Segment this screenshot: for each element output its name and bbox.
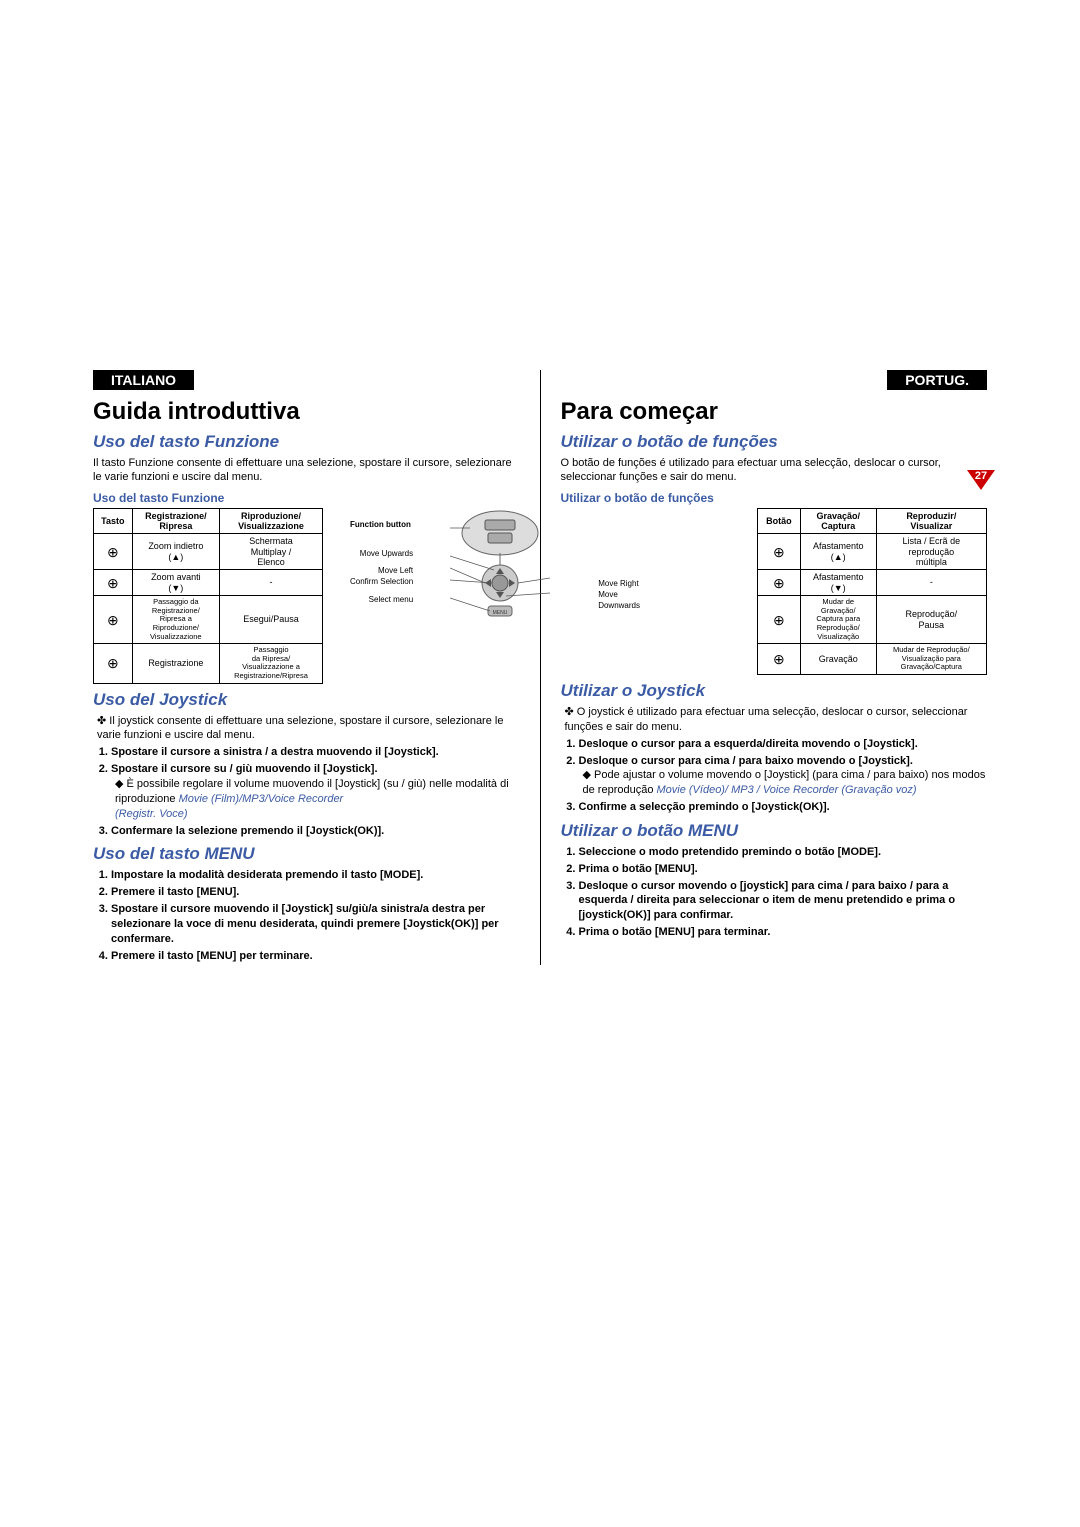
cell: Gravação [800,644,876,675]
lang-badge-it: ITALIANO [93,370,194,390]
diagram-label-mr: Move Right [598,578,640,589]
joystick-rec-icon: ⊕ [758,644,801,675]
joystick-ok-icon: ⊕ [94,596,133,644]
diagram-label-mu: Move Upwards [350,548,413,559]
left-column: ITALIANO Guida introduttiva Uso del tast… [85,370,541,965]
sec2-heading-it: Uso del Joystick [93,690,520,710]
cell: Mudar deGravação/Captura paraReprodução/… [800,596,876,644]
sec3-step3-it: Spostare il cursore muovendo il [Joystic… [111,902,520,947]
cell: - [220,570,323,596]
sec3-step2-it: Premere il tasto [MENU]. [111,885,520,900]
th-tasto: Tasto [94,508,133,534]
diagram-label-fb: Function button [350,520,411,529]
right-column: PORTUG. Para começar Utilizar o botão de… [541,370,996,965]
svg-text:MENU: MENU [493,610,508,616]
cell: Afastamento(▼) [800,570,876,596]
sec3-heading-pt: Utilizar o botão MENU [561,821,988,841]
sec1-intro-pt: O botão de funções é utilizado para efec… [561,456,988,485]
cell: - [876,570,986,596]
th-reg: Registrazione/Ripresa [132,508,219,534]
sec3-step4-pt: Prima o botão [MENU] para terminar. [579,925,988,940]
cell: Lista / Ecrã dereproduçãomúltipla [876,534,986,570]
sec3-heading-it: Uso del tasto MENU [93,844,520,864]
cell: Zoom avanti(▼) [132,570,219,596]
joystick-svg-icon: MENU [450,508,550,638]
diagram-label-md: MoveDownwards [598,589,640,611]
function-table-pt: Botão Gravação/Captura Reproduzir/Visual… [757,508,987,675]
th-botao: Botão [758,508,801,534]
function-table-it: Tasto Registrazione/Ripresa Riproduzione… [93,508,323,684]
sec2-step1-it: Spostare il cursore a sinistra / a destr… [111,745,520,760]
sec2-heading-pt: Utilizar o Joystick [561,681,988,701]
sec2-step2-it: Spostare il cursore su / giù muovendo il… [111,762,520,821]
sec3-step4-it: Premere il tasto [MENU] per terminare. [111,949,520,964]
lang-badge-pt: PORTUG. [887,370,987,390]
joystick-down-icon: ⊕ [758,570,801,596]
sec2-step1-pt: Desloque o cursor para a esquerda/direit… [579,737,988,752]
title-pt: Para começar [561,398,988,426]
cell: Zoom indietro(▲) [132,534,219,570]
diagram-label-sm: Select menu [350,594,413,605]
sec3-step1-pt: Seleccione o modo pretendido premindo o … [579,845,988,860]
page-number-badge: 27 [967,470,995,490]
cell: SchermataMultiplay /Elenco [220,534,323,570]
joystick-up-icon: ⊕ [758,534,801,570]
sec2-step2-pt: Desloque o cursor para cima / para baixo… [579,754,988,799]
sec1-heading-pt: Utilizar o botão de funções [561,432,988,452]
sec1-sub-it: Uso del tasto Funzione [93,491,520,505]
diagram-label-ml: Move Left [350,565,413,576]
sec3-step1-it: Impostare la modalità desiderata premend… [111,868,520,883]
th-repr: Reproduzir/Visualizar [876,508,986,534]
joystick-down-icon: ⊕ [94,570,133,596]
joystick-rec-icon: ⊕ [94,644,133,684]
page-number: 27 [973,470,989,482]
sec2-bullet-pt: O joystick é utilizado para efectuar uma… [565,705,988,735]
sec3-step2-pt: Prima o botão [MENU]. [579,862,988,877]
sec2-step2-sub-it: È possibile regolare il volume muovendo … [111,777,520,822]
joystick-ok-icon: ⊕ [758,596,801,644]
cell: Registrazione [132,644,219,684]
title-it: Guida introduttiva [93,398,520,426]
cell: Passaggio daRegistrazione/Ripresa aRipro… [132,596,219,644]
joystick-up-icon: ⊕ [94,534,133,570]
sec2-step2-sub-pt: Pode ajustar o volume movendo o [Joystic… [579,768,988,798]
cell: Passaggioda Ripresa/Visualizzazione aReg… [220,644,323,684]
th-rip: Riproduzione/Visualizzazione [220,508,323,534]
cell: Afastamento(▲) [800,534,876,570]
cell: Reprodução/Pausa [876,596,986,644]
sec2-bullet-it: Il joystick consente di effettuare una s… [97,714,520,744]
diagram-label-cs: Confirm Selection [350,576,413,587]
sec1-intro-it: Il tasto Funzione consente di effettuare… [93,456,520,485]
sec2-step3-pt: Confirme a selecção premindo o [Joystick… [579,800,988,815]
sec2-step3-it: Confermare la selezione premendo il [Joy… [111,824,520,839]
th-grav: Gravação/Captura [800,508,876,534]
sec1-sub-pt: Utilizar o botão de funções [561,491,988,505]
sec3-step3-pt: Desloque o cursor movendo o [joystick] p… [579,879,988,924]
sec1-heading-it: Uso del tasto Funzione [93,432,520,452]
cell: Esegui/Pausa [220,596,323,644]
cell: Mudar de Reprodução/Visualização paraGra… [876,644,986,675]
